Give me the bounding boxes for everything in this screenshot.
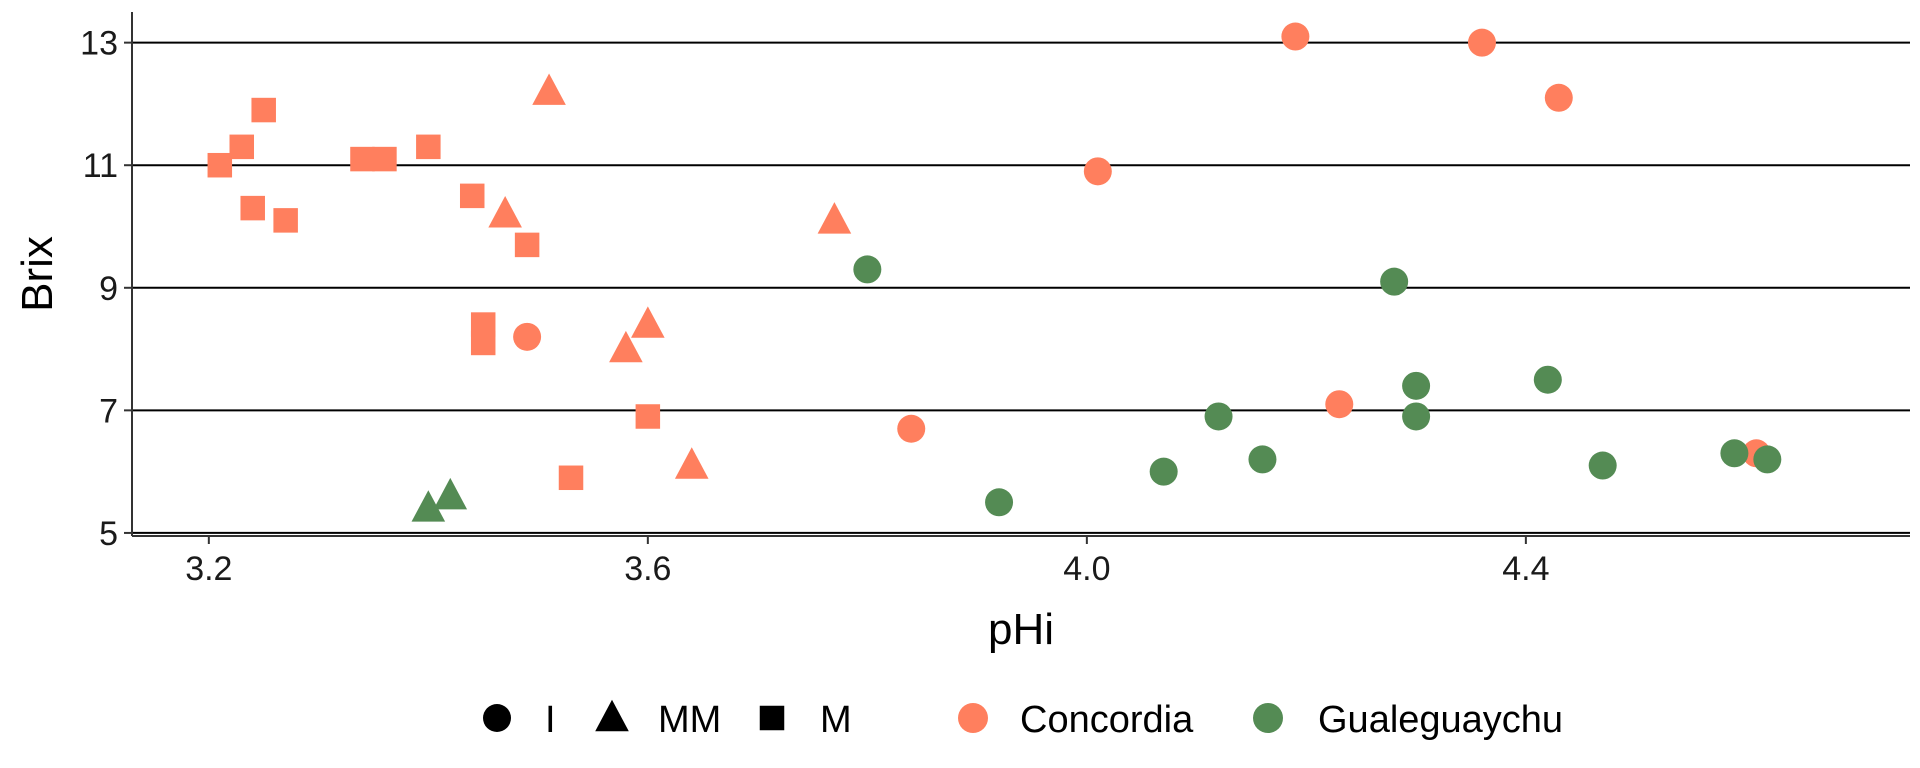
legend-shape-m [759,705,785,731]
data-point [1149,457,1178,486]
data-point [433,477,468,510]
data-point [1281,22,1310,51]
data-point [1402,402,1431,431]
data-point [411,490,446,522]
data-point [1402,371,1431,400]
data-point [1588,451,1617,480]
data-point [1544,83,1573,112]
data-point [1467,28,1496,57]
axes [131,12,1910,537]
data-point [1380,267,1409,296]
legend-shape-i [483,704,511,732]
data-point [1083,157,1112,186]
y-axis-title: Brix [13,236,62,312]
x-ticks: 3.2 3.6 4.0 4.4 [185,536,1549,588]
data-point [1248,445,1277,474]
legend-label: MM [658,699,721,741]
legend-color-gualeguaychu [1253,703,1283,733]
data-point [853,255,882,284]
y-tick-label: 11 [83,147,118,185]
data-point [674,447,709,479]
data-point [1753,445,1782,474]
data-point [207,152,233,178]
data-point [416,134,441,160]
data-point [488,196,522,228]
legend-color-concordia [958,703,988,733]
x-axis-title: pHi [988,605,1054,654]
data-point [251,97,276,123]
legend-label: I [545,699,556,741]
data-point [240,195,265,221]
legend-label: M [820,699,852,741]
data-point [372,146,397,172]
y-tick-label: 9 [99,270,118,308]
data-point [513,322,542,351]
x-tick-label: 4.0 [1063,550,1110,588]
legend-shape-mm [595,699,629,732]
legend-label: Gualeguaychu [1318,699,1563,741]
data-point [1533,365,1562,394]
data-point [350,146,375,172]
data-point [558,465,584,491]
y-tick-label: 13 [80,25,118,63]
data-point [609,330,643,363]
data-point [532,73,566,105]
legend-label: Concordia [1020,699,1194,741]
data-point [631,306,665,338]
data-point [985,488,1014,517]
data-point [229,134,255,160]
x-tick-label: 3.6 [624,550,671,588]
legend: I MM M Concordia Gualeguaychu [483,699,1563,741]
data-point [459,183,485,209]
y-tick-label: 5 [99,515,118,553]
x-tick-label: 3.2 [185,550,232,588]
grid-lines [132,41,1910,534]
data-point [817,202,852,234]
data-point [514,232,540,258]
data-point [273,208,298,233]
data-point [1720,439,1749,468]
data-point [470,330,496,356]
data-point [897,414,926,443]
data-points [207,22,1782,522]
x-tick-label: 4.4 [1502,550,1549,588]
y-tick-label: 7 [99,392,118,430]
y-ticks: 5 7 9 11 13 [80,25,132,553]
data-point [635,404,661,429]
data-point [1325,390,1354,419]
data-point [1204,402,1233,431]
